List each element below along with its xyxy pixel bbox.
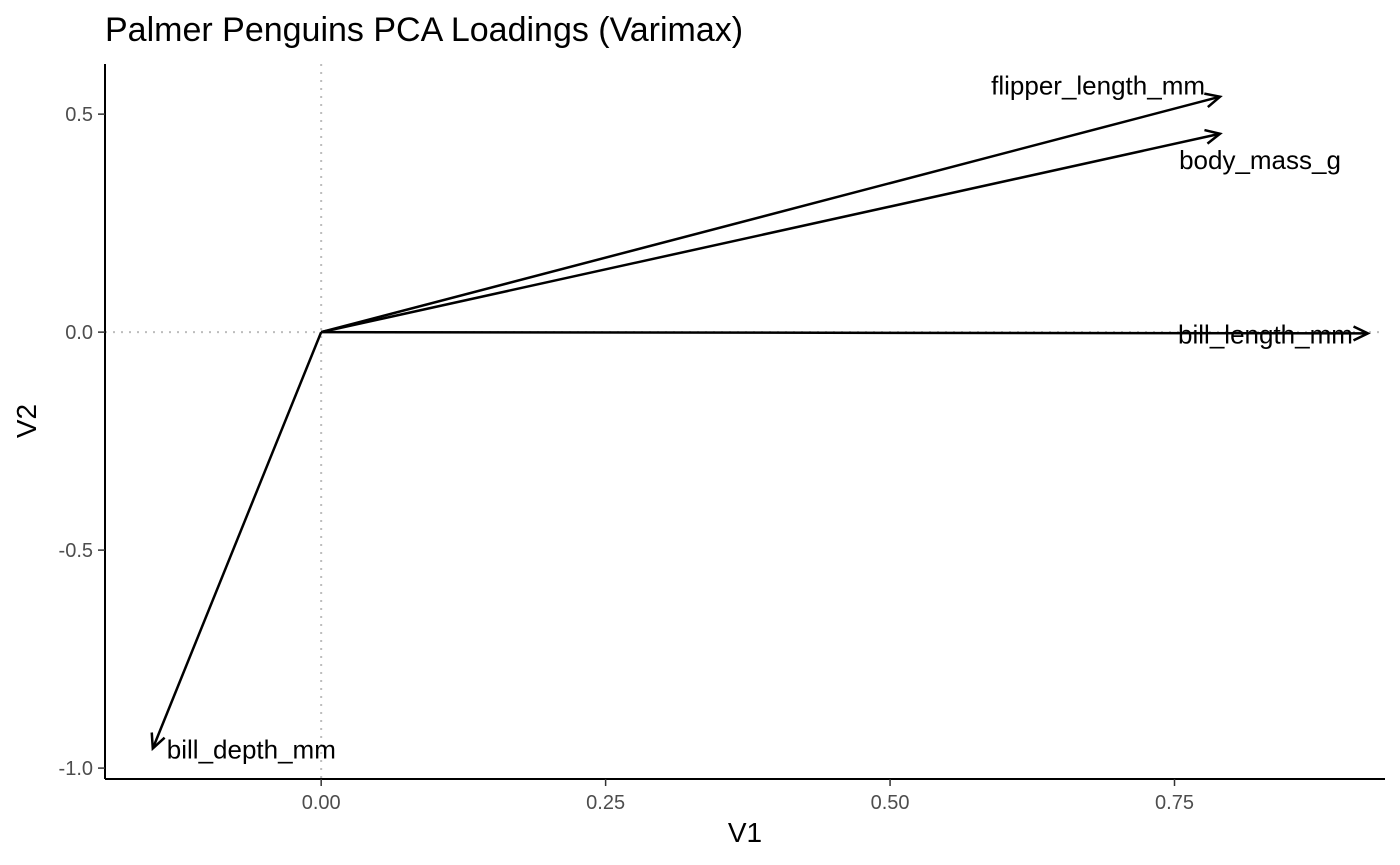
x-axis-title: V1 bbox=[728, 817, 762, 848]
loading-arrow-body_mass_g bbox=[320, 132, 1221, 334]
x-tick-label: 0.00 bbox=[302, 792, 341, 814]
loading-label-body_mass_g: body_mass_g bbox=[1179, 145, 1341, 175]
loading-arrow-bill_length_mm bbox=[321, 330, 1368, 335]
loading-label-flipper_length_mm: flipper_length_mm bbox=[991, 71, 1205, 101]
x-tick-label: 0.75 bbox=[1155, 792, 1194, 814]
loading-label-bill_depth_mm: bill_depth_mm bbox=[167, 734, 336, 764]
loading-arrows bbox=[150, 92, 1371, 752]
loading-arrowhead bbox=[150, 732, 166, 752]
y-tick-label: 0.5 bbox=[65, 104, 93, 126]
y-tick-label: 0.0 bbox=[65, 322, 93, 344]
x-axis-ticks: 0.00 0.25 0.50 0.75 bbox=[302, 779, 1194, 814]
loading-arrowhead bbox=[1204, 92, 1223, 109]
chart-title: Palmer Penguins PCA Loadings (Varimax) bbox=[105, 11, 743, 49]
x-tick-label: 0.25 bbox=[586, 792, 625, 814]
loading-label-bill_length_mm: bill_length_mm bbox=[1178, 319, 1353, 349]
loading-arrow-bill_depth_mm bbox=[151, 331, 323, 749]
loading-arrow-flipper_length_mm bbox=[320, 95, 1221, 334]
y-tick-label: -1.0 bbox=[59, 758, 93, 780]
loading-arrowhead bbox=[1352, 325, 1371, 342]
y-tick-label: -0.5 bbox=[59, 540, 93, 562]
y-axis-title: V2 bbox=[11, 404, 42, 438]
y-axis-ticks: -1.0 -0.5 0.0 0.5 bbox=[59, 104, 105, 780]
loading-arrowhead bbox=[1204, 128, 1223, 145]
x-tick-label: 0.50 bbox=[871, 792, 910, 814]
loading-labels: flipper_length_mm body_mass_g bill_length_… bbox=[167, 71, 1353, 765]
axes bbox=[104, 64, 1385, 780]
